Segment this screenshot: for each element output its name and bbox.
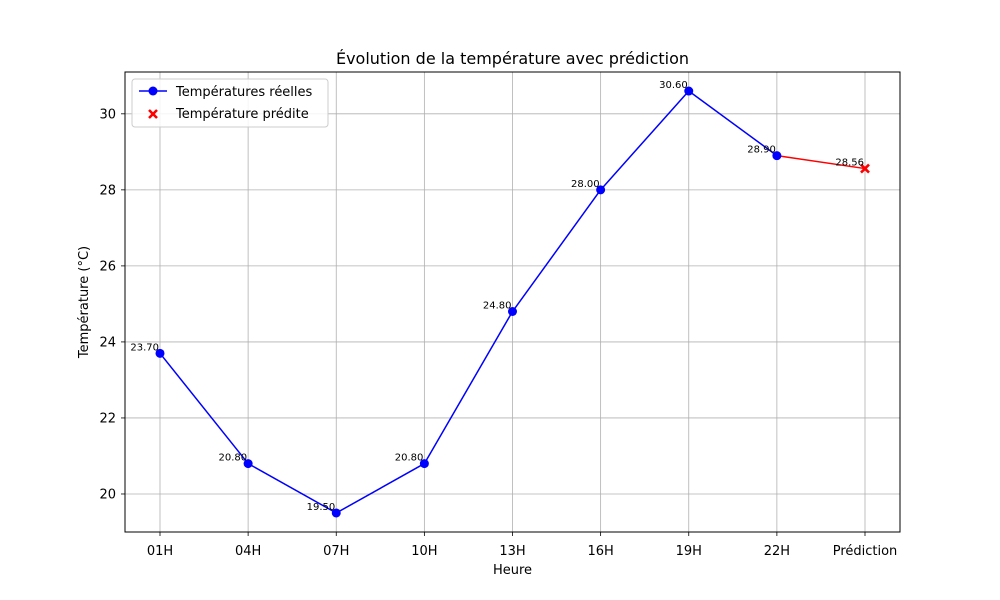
- data-label-actual: 28.00: [571, 179, 600, 190]
- data-label-actual: 30.60: [659, 80, 688, 91]
- x-tick-label: 10H: [411, 544, 437, 559]
- data-point-actual: [331, 508, 341, 518]
- data-label-actual: 20.80: [218, 453, 247, 464]
- x-axis-label: Heure: [493, 563, 532, 578]
- data-label-actual: 28.90: [747, 145, 776, 156]
- x-tick-label: 04H: [235, 544, 261, 559]
- data-label-actual: 23.70: [130, 342, 159, 353]
- data-label-actual: 24.80: [483, 301, 512, 312]
- legend-marker-actual: [148, 86, 158, 96]
- chart-title: Évolution de la température avec prédict…: [336, 49, 689, 68]
- x-axis-ticks: 01H 04H 07H 10H 13H 16H 19H 22H Prédiction: [147, 532, 897, 559]
- x-tick-label: 07H: [323, 544, 349, 559]
- legend-label-predicted: Température prédite: [175, 107, 309, 122]
- data-point-actual: [596, 185, 606, 195]
- prediction-connector-line: [776, 154, 866, 170]
- y-tick-label: 20: [99, 487, 116, 502]
- x-tick-label: 13H: [499, 544, 525, 559]
- y-tick-label: 30: [99, 107, 116, 122]
- data-point-predicted: [860, 163, 870, 174]
- y-tick-label: 22: [99, 411, 116, 426]
- data-point-actual: [772, 151, 782, 161]
- y-tick-label: 26: [99, 259, 116, 274]
- y-tick-label: 28: [99, 183, 116, 198]
- data-point-actual: [508, 307, 517, 317]
- x-tick-label: Prédiction: [833, 544, 898, 559]
- series-layer: 23.70 20.80 19.50 20.80 24.80 28.00 30.60 28.90…: [130, 80, 870, 518]
- data-point-actual: [155, 348, 165, 358]
- legend-box: [131, 78, 329, 128]
- data-point-actual: [684, 86, 694, 96]
- data-label-actual: 19.50: [307, 502, 336, 513]
- y-axis-ticks: 20 22 24 26 28 30: [99, 107, 125, 502]
- y-tick-label: 24: [99, 335, 116, 350]
- legend-label-actual: Températures réelles: [175, 85, 313, 100]
- series-line-actual: [159, 90, 778, 514]
- x-tick-label: 01H: [147, 544, 173, 559]
- legend: Températures réelles Température prédite: [131, 78, 329, 128]
- x-tick-label: 19H: [676, 544, 702, 559]
- x-tick-label: 22H: [764, 544, 790, 559]
- data-point-actual: [419, 459, 429, 469]
- legend-marker-predicted: [148, 109, 158, 119]
- grid: [125, 72, 900, 532]
- y-axis-label: Température (°C): [77, 246, 92, 359]
- data-label-actual: 20.80: [395, 453, 424, 464]
- data-label-predicted: 28.56: [835, 158, 864, 169]
- data-point-actual: [243, 459, 253, 469]
- x-tick-label: 16H: [587, 544, 613, 559]
